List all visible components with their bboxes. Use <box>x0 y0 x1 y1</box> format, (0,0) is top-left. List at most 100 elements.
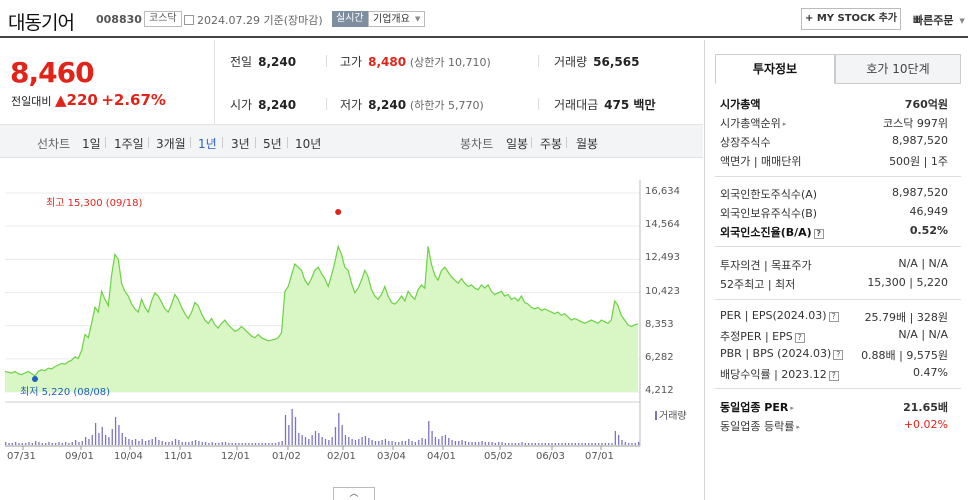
prev-close: 전일 8,240 <box>230 53 296 70</box>
tab-order-book[interactable]: 호가 10단계 <box>835 54 961 84</box>
quick-order-button[interactable]: 빠른주문 ▼ <box>913 12 965 28</box>
sector-per-value: 21.65배 <box>903 401 948 414</box>
sector-rate-label: 동일업종 등락률 <box>720 420 795 433</box>
company-info-dropdown[interactable]: 기업개요 ▼ <box>368 11 426 27</box>
divider <box>105 137 106 148</box>
market-cap-rank-row[interactable]: 시가총액순위 ▸ 코스닥 997위 <box>720 115 948 131</box>
x-tick-label: 10/04 <box>114 451 143 462</box>
volume-bar <box>54 443 57 445</box>
volume-bar <box>251 443 253 445</box>
volume-bar <box>371 440 373 445</box>
volume-bar <box>611 443 613 445</box>
chevron-down-icon: ▼ <box>959 17 965 25</box>
volume-bar <box>484 442 487 445</box>
help-icon[interactable]: ? <box>828 371 839 381</box>
volume-bar <box>38 442 40 445</box>
period-1y[interactable]: 1년 <box>198 137 217 151</box>
foreign-rate-value: 0.52% <box>909 224 948 237</box>
volume-bar <box>311 435 313 445</box>
volume-bar <box>8 443 10 445</box>
volume-bar <box>444 435 447 445</box>
volume-bar <box>301 435 303 445</box>
volume-bar <box>198 441 200 445</box>
volume-bar <box>464 441 467 445</box>
volume-bar <box>431 431 433 445</box>
week52-row: 52주최고 | 최저 15,300 | 5,220 <box>720 276 948 292</box>
volume-bar <box>398 442 400 445</box>
volume-bar <box>438 439 440 445</box>
help-icon[interactable]: ? <box>828 312 839 322</box>
volume-label: 거래량 <box>554 55 588 69</box>
market-cap-label: 시가총액 <box>720 98 761 111</box>
volume-bar <box>564 443 567 445</box>
volume-bar <box>324 439 327 445</box>
volume-bar <box>334 427 337 445</box>
price-area <box>5 246 638 392</box>
x-tick-label: 03/04 <box>377 451 406 462</box>
volume-bar <box>288 425 290 445</box>
volume-bar <box>21 443 23 445</box>
market-cap-rank-value: 코스닥 997위 <box>883 117 948 130</box>
candle-weekly[interactable]: 주봉 <box>540 137 563 151</box>
pbr-value: 0.88배 | 9,575원 <box>861 349 948 362</box>
volume-bar <box>14 442 17 445</box>
y-tick-label: 4,212 <box>645 385 674 396</box>
volume-bar <box>588 443 590 445</box>
volume-bar <box>558 443 560 445</box>
candle-chart-label: 봉차트 <box>460 137 494 151</box>
divider <box>566 137 567 148</box>
volume-bar <box>544 443 547 445</box>
prev-close-label: 전일 <box>230 55 253 69</box>
per-value: 25.79배 | 328원 <box>864 311 948 324</box>
volume-bar <box>68 443 70 445</box>
period-10y[interactable]: 10년 <box>295 137 322 151</box>
my-stock-add-button[interactable]: + MY STOCK 추가 <box>801 8 901 30</box>
y-tick-label: 6,282 <box>645 351 674 363</box>
volume-bar <box>461 440 463 445</box>
pbr-row: PBR | BPS (2024.03)? 0.88배 | 9,575원 <box>720 347 948 362</box>
volume-bar <box>294 417 297 445</box>
prev-close-value: 8,240 <box>258 55 297 69</box>
sector-per-row[interactable]: 동일업종 PER ▸ 21.65배 <box>720 399 948 415</box>
volume-bar <box>514 443 517 445</box>
sector-rate-row[interactable]: 동일업종 등락률 ▸ +0.02% <box>720 418 948 434</box>
trade-amount-label: 거래대금 <box>554 98 599 112</box>
period-3y[interactable]: 3년 <box>231 137 250 151</box>
period-1w[interactable]: 1주일 <box>114 137 144 151</box>
collapse-chart-button[interactable]: ︿ <box>333 487 375 500</box>
chevron-right-icon: ▸ <box>782 120 787 128</box>
foreign-own-label: 외국인보유주식수(B) <box>720 207 818 220</box>
volume-bar <box>171 441 173 445</box>
help-icon[interactable]: ? <box>813 229 824 239</box>
period-3m[interactable]: 3개월 <box>156 137 186 151</box>
volume-bar <box>284 415 287 445</box>
high-marker <box>335 209 342 215</box>
foreign-own-value: 46,949 <box>909 205 949 218</box>
low-marker <box>31 376 38 382</box>
candle-daily[interactable]: 일봉 <box>506 137 529 151</box>
change-label: 전일대비 <box>11 95 52 108</box>
volume-bar <box>81 441 83 445</box>
volume-bar <box>108 437 110 445</box>
volume-bar <box>454 441 457 445</box>
price-chart[interactable]: 16,634 14,564 12,493 10,423 8,353 6,282 4,212 … <box>0 160 703 500</box>
divider <box>715 246 961 247</box>
volume-bar <box>521 442 523 445</box>
period-1d[interactable]: 1일 <box>82 137 101 151</box>
tab-investment-info[interactable]: 투자정보 <box>715 54 835 84</box>
dividend-label: 배당수익률 | 2023.12 <box>720 368 827 381</box>
help-icon[interactable]: ? <box>794 333 805 343</box>
volume-bar <box>174 439 177 445</box>
volume-bar <box>424 439 427 445</box>
help-icon[interactable]: ? <box>833 350 844 360</box>
shares-row: 상장주식수 8,987,520 <box>720 134 948 150</box>
volume-bar <box>571 443 573 445</box>
candle-monthly[interactable]: 월봉 <box>576 137 599 151</box>
change-percent: +2.67% <box>101 91 166 109</box>
realtime-button[interactable]: 실시간 <box>332 11 368 27</box>
opinion-label: 투자의견 | 목표주가 <box>720 259 812 272</box>
current-price: 8,460 <box>10 56 95 89</box>
volume-bar <box>254 443 257 445</box>
period-5y[interactable]: 5년 <box>263 137 282 151</box>
lower-limit: (하한가 5,770) <box>409 99 484 112</box>
